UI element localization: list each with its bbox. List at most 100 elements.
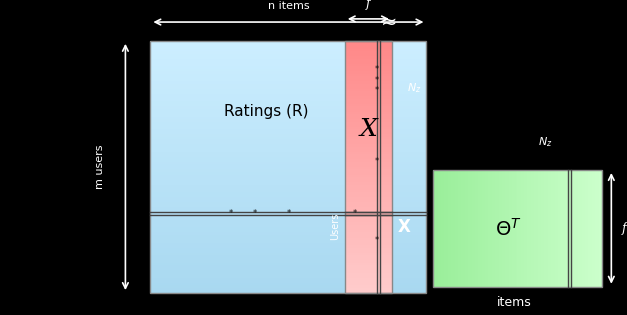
Bar — [493, 170, 495, 287]
Bar — [150, 258, 426, 260]
Bar — [150, 162, 426, 164]
Bar — [150, 54, 426, 56]
Bar — [150, 46, 426, 49]
Bar — [558, 170, 559, 287]
Bar — [345, 101, 392, 104]
Bar — [537, 170, 539, 287]
Bar — [578, 170, 580, 287]
Bar — [150, 212, 426, 215]
Bar — [345, 71, 392, 74]
Bar — [150, 74, 426, 76]
Bar — [150, 114, 426, 117]
Bar — [345, 164, 392, 167]
Bar — [345, 227, 392, 230]
Bar — [150, 230, 426, 232]
Bar — [345, 109, 392, 112]
Bar — [150, 137, 426, 139]
Bar — [150, 263, 426, 265]
Bar — [345, 190, 392, 192]
Bar — [453, 170, 455, 287]
Bar — [582, 170, 583, 287]
Bar — [450, 170, 451, 287]
Bar — [345, 250, 392, 253]
Bar — [559, 170, 561, 287]
Bar — [345, 66, 392, 69]
Bar — [150, 139, 426, 142]
Bar — [345, 132, 392, 134]
Bar — [345, 112, 392, 114]
Bar — [480, 170, 482, 287]
Bar — [150, 101, 426, 104]
Bar — [470, 170, 472, 287]
Text: $N_z$: $N_z$ — [538, 135, 553, 149]
Bar — [345, 61, 392, 64]
Bar — [345, 225, 392, 227]
Bar — [150, 132, 426, 134]
Bar — [150, 187, 426, 190]
Bar — [515, 170, 517, 287]
Bar — [544, 170, 546, 287]
Bar — [345, 41, 392, 43]
Bar — [150, 182, 426, 185]
Text: items: items — [497, 296, 532, 309]
Bar — [433, 170, 602, 287]
Bar — [575, 170, 576, 287]
Bar — [345, 210, 392, 212]
Bar — [150, 56, 426, 59]
Bar — [150, 79, 426, 81]
Bar — [461, 170, 463, 287]
Bar — [466, 170, 468, 287]
Bar — [150, 253, 426, 255]
Bar — [345, 187, 392, 190]
Bar — [345, 154, 392, 157]
Bar — [570, 170, 571, 287]
Bar — [345, 76, 392, 79]
Bar — [150, 185, 426, 187]
Bar — [345, 106, 392, 109]
Bar — [472, 170, 473, 287]
Bar — [345, 59, 392, 61]
Bar — [345, 280, 392, 283]
Bar — [345, 205, 392, 207]
Bar — [150, 127, 426, 129]
Bar — [345, 290, 392, 293]
Bar — [473, 170, 475, 287]
Bar — [150, 278, 426, 280]
Bar — [345, 288, 392, 290]
Bar — [345, 263, 392, 265]
Bar — [150, 175, 426, 177]
Bar — [522, 170, 524, 287]
Bar — [150, 89, 426, 91]
Bar — [150, 41, 426, 293]
Bar — [345, 192, 392, 195]
Bar — [150, 200, 426, 202]
Bar — [150, 94, 426, 96]
Bar — [150, 220, 426, 222]
Bar — [345, 46, 392, 49]
Bar — [150, 270, 426, 273]
Bar — [549, 170, 551, 287]
Bar — [519, 170, 520, 287]
Bar — [514, 170, 515, 287]
Bar — [150, 217, 426, 220]
Bar — [150, 129, 426, 132]
Bar — [345, 152, 392, 154]
Bar — [566, 170, 568, 287]
Text: ≈: ≈ — [381, 13, 397, 32]
Text: *: * — [375, 76, 379, 84]
Bar — [345, 260, 392, 263]
Bar — [345, 217, 392, 220]
Bar — [150, 91, 426, 94]
Bar — [345, 134, 392, 137]
Bar — [595, 170, 597, 287]
Bar — [345, 94, 392, 96]
Bar — [345, 157, 392, 159]
Bar — [588, 170, 590, 287]
Bar — [345, 122, 392, 124]
Bar — [520, 170, 522, 287]
Bar — [465, 170, 466, 287]
Bar — [150, 265, 426, 268]
Bar — [150, 280, 426, 283]
Bar — [150, 260, 426, 263]
Bar — [150, 222, 426, 225]
